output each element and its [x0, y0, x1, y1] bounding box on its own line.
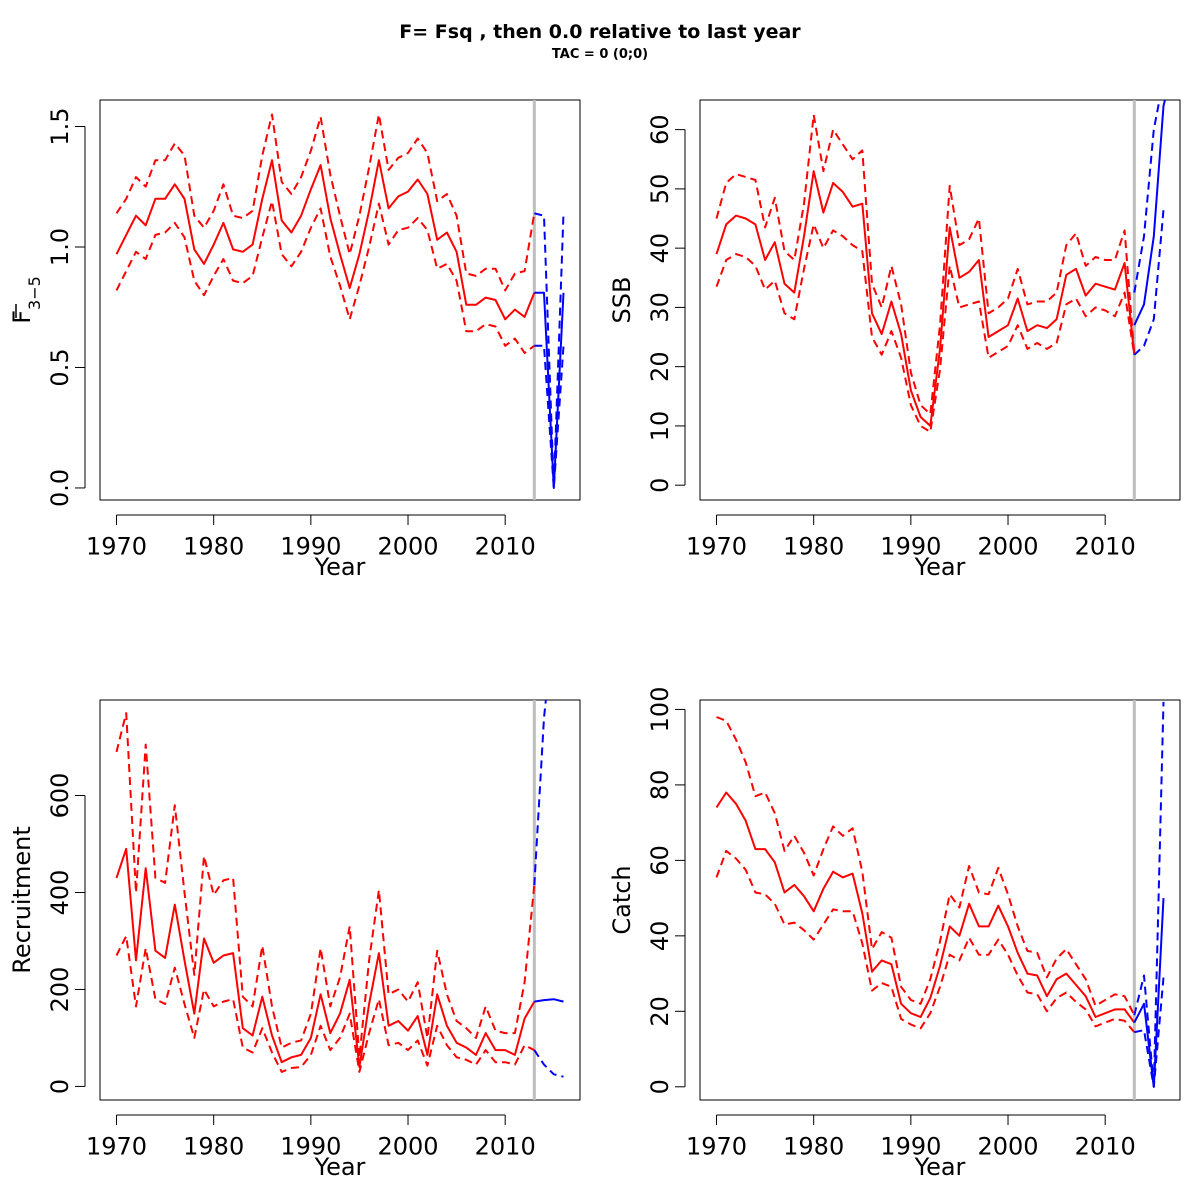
series-line-assessed	[715, 170, 1136, 427]
x-tick-label: 2010	[1075, 533, 1136, 561]
x-tick-label: 2000	[977, 1133, 1038, 1161]
x-axis-title: Year	[314, 1153, 366, 1181]
x-tick-label: 1990	[880, 533, 941, 561]
y-tick-label: 0	[46, 1079, 74, 1094]
y-tick-label: 0.0	[46, 469, 74, 507]
plot-frame	[699, 699, 1181, 1101]
y-tick-label: 40	[646, 921, 674, 952]
y-tick-label: 0	[646, 478, 674, 493]
y-tick-label: 50	[646, 174, 674, 205]
x-axis: 1970 1980 1990 2000 2010 Year	[686, 514, 1136, 581]
y-tick-label: 0	[646, 1079, 674, 1094]
series-group	[715, 701, 1165, 1088]
y-axis: 0.0 0.5 1.0 1.5 F3−5	[8, 107, 86, 507]
y-tick-label: 60	[646, 114, 674, 145]
y-tick-label: 20	[646, 996, 674, 1027]
x-tick-label: 2000	[377, 1133, 438, 1161]
y-tick-label: 10	[646, 411, 674, 442]
x-tick-label: 1980	[183, 533, 244, 561]
plot-frame	[99, 699, 581, 1101]
x-axis-title: Year	[914, 553, 966, 581]
series-line-assessed	[715, 791, 1136, 1024]
series-group	[115, 113, 565, 489]
y-axis-title: Recruitment	[8, 826, 36, 973]
series-line-assessed-lower	[715, 849, 1136, 1033]
x-tick-label: 1970	[86, 533, 147, 561]
y-tick-label: 20	[646, 351, 674, 382]
x-tick-label: 1980	[783, 533, 844, 561]
y-tick-label: 1.0	[46, 228, 74, 266]
x-tick-label: 1970	[686, 1133, 747, 1161]
x-tick-label: 1990	[280, 1133, 341, 1161]
series-line-assessed-lower	[115, 935, 535, 1073]
figure-title: F= Fsq , then 0.0 relative to last year	[399, 21, 801, 43]
plot-frame	[699, 99, 1181, 501]
y-tick-label: 400	[46, 870, 74, 916]
y-axis-title: Catch	[608, 865, 636, 934]
series-line-forecast	[1133, 100, 1166, 326]
y-axis-title: SSB	[608, 277, 636, 324]
y-axis: 0 200 400 600 Recruitment	[8, 773, 86, 1094]
x-axis-title: Year	[914, 1153, 966, 1181]
y-axis-title-subscript: 3−5	[25, 276, 44, 310]
x-axis: 1970 1980 1990 2000 2010 Year	[86, 514, 536, 581]
x-tick-label: 1990	[880, 1133, 941, 1161]
series-line-forecast-upper	[1133, 100, 1161, 293]
y-tick-label: 60	[646, 845, 674, 876]
x-tick-label: 1970	[86, 1133, 147, 1161]
series-line-assessed-upper	[115, 113, 536, 292]
x-tick-label: 1970	[686, 533, 747, 561]
y-tick-label: 100	[646, 687, 674, 733]
series-line-assessed-upper	[115, 712, 536, 1059]
figure-subtitle: TAC = 0 (0;0)	[551, 47, 649, 62]
series-group	[715, 100, 1166, 433]
x-tick-label: 2000	[377, 533, 438, 561]
x-axis: 1970 1980 1990 2000 2010 Year	[86, 1114, 536, 1181]
y-axis: 0 20 40 60 80 100 Catch	[608, 687, 686, 1094]
x-tick-label: 2010	[475, 533, 536, 561]
series-line-assessed-lower	[115, 200, 535, 354]
series-line-assessed	[115, 847, 536, 1068]
series-line-forecast-upper	[1133, 701, 1165, 1088]
series-line-forecast-lower	[1134, 977, 1165, 1088]
y-tick-label: 200	[46, 967, 74, 1013]
y-tick-label: 30	[646, 292, 674, 323]
x-tick-label: 1980	[783, 1133, 844, 1161]
plot-frame	[99, 99, 581, 501]
x-tick-label: 1980	[183, 1133, 244, 1161]
series-line-assessed-upper	[716, 716, 1136, 1016]
series-line-forecast-lower	[533, 1049, 564, 1078]
y-tick-label: 80	[646, 770, 674, 801]
panel-fbar: 1970 1980 1990 2000 2010 Year 0.0 0.5 1.0 1.5 F3−5	[8, 99, 581, 581]
panel-ssb: 1970 1980 1990 2000 2010 Year 0 10 20 30 40 50 60 SSB	[608, 99, 1181, 581]
series-line-forecast	[534, 998, 564, 1003]
series-line-forecast-lower	[1133, 209, 1165, 356]
x-axis-title: Year	[314, 553, 366, 581]
series-line-assessed	[115, 159, 536, 321]
x-tick-label: 2010	[1075, 1133, 1136, 1161]
y-tick-label: 1.5	[46, 107, 74, 145]
y-axis: 0 10 20 30 40 50 60 SSB	[608, 114, 686, 493]
series-line-forecast-upper	[533, 700, 547, 886]
x-tick-label: 2010	[475, 1133, 536, 1161]
panel-recruitment: 1970 1980 1990 2000 2010 Year 0 200 400 600 Recrui…	[8, 699, 581, 1181]
y-axis-title: F3−5	[8, 276, 44, 324]
y-tick-label: 600	[46, 773, 74, 819]
x-axis: 1970 1980 1990 2000 2010 Year	[686, 1114, 1136, 1181]
y-tick-label: 0.5	[46, 348, 74, 386]
series-line-forecast	[1133, 898, 1165, 1088]
series-line-forecast	[534, 291, 565, 489]
y-tick-label: 40	[646, 233, 674, 264]
series-group	[115, 700, 564, 1078]
x-tick-label: 2000	[977, 533, 1038, 561]
series-line-forecast-lower	[534, 344, 565, 489]
series-line-assessed-lower	[715, 223, 1136, 433]
series-line-forecast-upper	[534, 212, 565, 489]
panel-catch: 1970 1980 1990 2000 2010 Year 0 20 40 60 80 100 Catc…	[608, 687, 1181, 1181]
series-line-assessed-upper	[715, 113, 1136, 416]
x-tick-label: 1990	[280, 533, 341, 561]
